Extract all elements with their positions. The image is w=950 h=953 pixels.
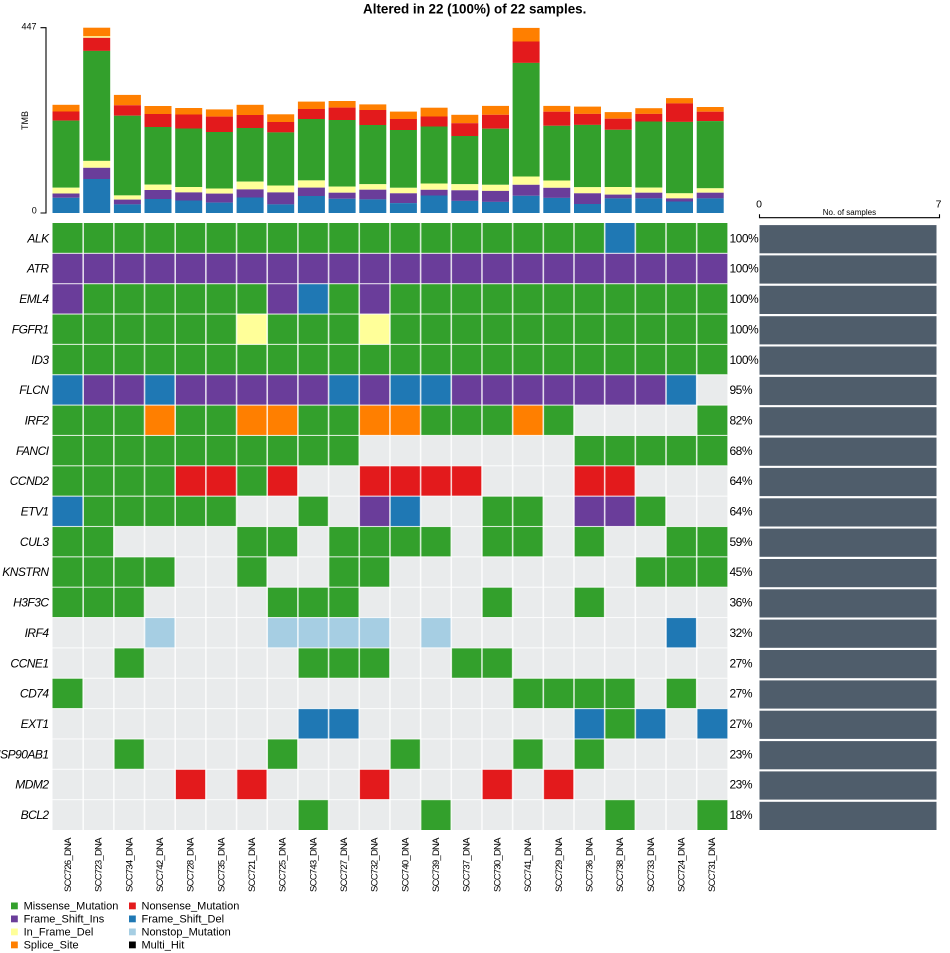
svg-text:SCC741_DNA: SCC741_DNA [523,837,534,892]
svg-text:CCND2: CCND2 [10,474,50,488]
svg-text:SCC721_DNA: SCC721_DNA [247,837,258,892]
svg-text:SCC733_DNA: SCC733_DNA [646,837,657,892]
svg-text:27%: 27% [730,717,753,731]
svg-text:BCL2: BCL2 [21,808,50,822]
svg-text:FLCN: FLCN [19,383,49,397]
svg-text:SCC737_DNA: SCC737_DNA [462,837,473,892]
svg-text:SCC723_DNA: SCC723_DNA [94,837,105,892]
svg-text:ALK: ALK [26,231,50,245]
svg-text:SCC743_DNA: SCC743_DNA [308,837,319,892]
svg-text:0: 0 [32,205,37,215]
svg-text:SCC731_DNA: SCC731_DNA [707,837,718,892]
svg-text:68%: 68% [730,444,753,458]
svg-text:SCC734_DNA: SCC734_DNA [124,837,135,892]
svg-text:Altered in 22 (100%) of 22 sam: Altered in 22 (100%) of 22 samples. [363,2,586,17]
svg-text:Frame_Shift_Ins: Frame_Shift_Ins [24,914,105,926]
svg-text:In_Frame_Del: In_Frame_Del [24,927,94,939]
svg-text:32%: 32% [730,626,753,640]
svg-text:64%: 64% [730,474,753,488]
svg-text:59%: 59% [730,535,753,549]
svg-text:82%: 82% [730,414,753,428]
svg-text:SCC726_DNA: SCC726_DNA [63,837,74,892]
svg-text:HSP90AB1: HSP90AB1 [0,747,49,761]
svg-text:MDM2: MDM2 [15,778,49,792]
svg-text:95%: 95% [730,383,753,397]
svg-text:ATR: ATR [26,262,49,276]
svg-text:ID3: ID3 [31,353,49,367]
svg-text:100%: 100% [730,231,760,245]
svg-text:CD74: CD74 [20,687,50,701]
svg-text:SCC728_DNA: SCC728_DNA [186,837,197,892]
svg-text:100%: 100% [730,262,760,276]
svg-text:SCC729_DNA: SCC729_DNA [554,837,565,892]
svg-text:64%: 64% [730,505,753,519]
svg-text:27%: 27% [730,687,753,701]
svg-text:Multi_Hit: Multi_Hit [142,940,185,952]
svg-text:SCC735_DNA: SCC735_DNA [216,837,227,892]
svg-text:23%: 23% [730,747,753,761]
svg-text:CCNE1: CCNE1 [10,656,48,670]
svg-text:No. of samples: No. of samples [823,208,876,217]
svg-text:SCC724_DNA: SCC724_DNA [677,837,688,892]
svg-text:100%: 100% [730,292,760,306]
svg-text:Missense_Mutation: Missense_Mutation [24,901,119,913]
svg-text:36%: 36% [730,596,753,610]
svg-text:Frame_Shift_Del: Frame_Shift_Del [142,914,225,926]
svg-text:SCC738_DNA: SCC738_DNA [615,837,626,892]
svg-text:FANCI: FANCI [16,444,50,458]
svg-text:SCC730_DNA: SCC730_DNA [492,837,503,892]
svg-text:SCC739_DNA: SCC739_DNA [431,837,442,892]
svg-text:447: 447 [21,22,36,32]
svg-text:SCC742_DNA: SCC742_DNA [155,837,166,892]
svg-text:KNSTRN: KNSTRN [2,565,49,579]
svg-text:H3F3C: H3F3C [13,596,49,610]
svg-text:SCC736_DNA: SCC736_DNA [584,837,595,892]
svg-text:CUL3: CUL3 [20,535,50,549]
svg-text:23%: 23% [730,778,753,792]
svg-text:IRF2: IRF2 [25,414,50,428]
svg-text:EML4: EML4 [19,292,49,306]
svg-text:18%: 18% [730,808,753,822]
svg-text:100%: 100% [730,353,760,367]
svg-text:100%: 100% [730,322,760,336]
svg-text:Nonstop_Mutation: Nonstop_Mutation [142,927,231,939]
svg-text:SCC740_DNA: SCC740_DNA [400,837,411,892]
svg-text:27%: 27% [730,656,753,670]
svg-text:0: 0 [756,199,762,211]
svg-text:TMB: TMB [20,111,30,130]
svg-text:Nonsense_Mutation: Nonsense_Mutation [142,901,240,913]
svg-text:EXT1: EXT1 [21,717,49,731]
svg-text:SCC732_DNA: SCC732_DNA [370,837,381,892]
svg-text:SCC727_DNA: SCC727_DNA [339,837,350,892]
svg-text:Splice_Site: Splice_Site [24,940,79,952]
svg-text:7: 7 [936,199,942,211]
svg-text:FGFR1: FGFR1 [12,322,49,336]
svg-text:IRF4: IRF4 [25,626,50,640]
svg-text:SCC725_DNA: SCC725_DNA [278,837,289,892]
svg-text:45%: 45% [730,565,753,579]
svg-text:ETV1: ETV1 [21,505,49,519]
